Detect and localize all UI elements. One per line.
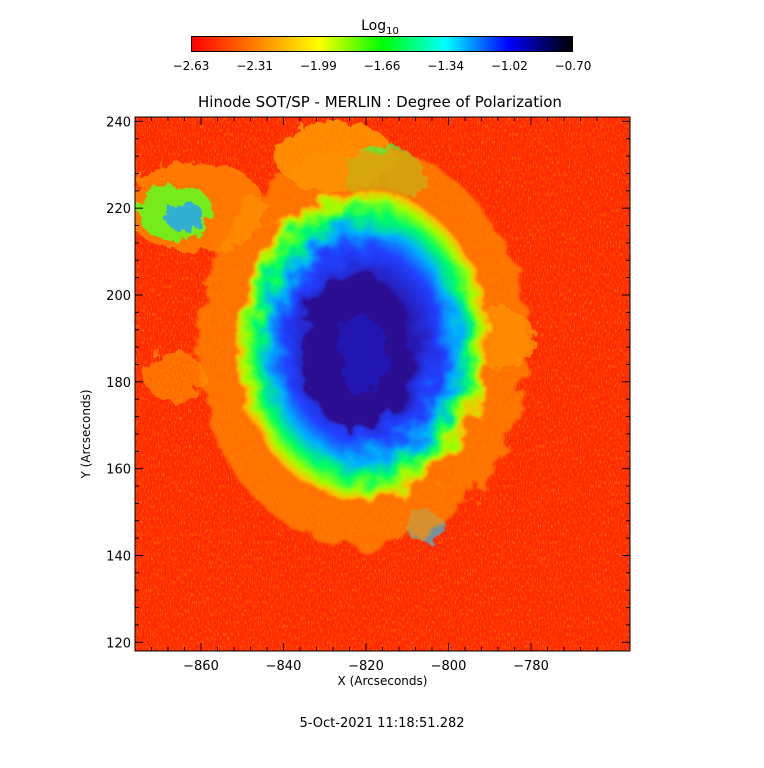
colorbar-tick-label: −1.34 <box>427 59 464 73</box>
colorbar-tick-label: −1.66 <box>364 59 401 73</box>
x-axis-label: X (Arcseconds) <box>337 674 428 688</box>
colorbar-tick-label: −1.99 <box>300 59 337 73</box>
colorbar-title: Log10 <box>340 18 420 37</box>
y-axis-label: Y (Arcseconds) <box>79 389 93 479</box>
colorbar-title-subscript: 10 <box>386 25 399 37</box>
colorbar-tick-label: −2.63 <box>173 59 210 73</box>
polarization-map-image <box>135 117 630 651</box>
y-tick-label: 140 <box>106 549 131 564</box>
polarization-map: −860 −840 −820 −800 −780 120 140 160 180 200 220 24… <box>106 115 631 674</box>
plot-frame: −860 −840 −820 −800 −780 120 140 160 180 200 220 24… <box>106 115 631 674</box>
axes-box <box>134 116 631 652</box>
y-tick-label: 160 <box>106 463 131 478</box>
colorbar-ticks: −2.63 −2.31 −1.99 −1.66 −1.34 −1.02 −0.70 <box>173 59 592 73</box>
colorbar-tick-label: −2.31 <box>236 59 273 73</box>
y-tick-label: 240 <box>106 115 131 130</box>
timestamp: 5-Oct-2021 11:18:51.282 <box>299 716 465 731</box>
y-tick-label: 220 <box>106 202 131 217</box>
x-tick-label: −860 <box>183 659 219 674</box>
y-tick-label: 200 <box>106 289 131 304</box>
plot-title: Hinode SOT/SP - MERLIN : Degree of Polar… <box>198 93 562 111</box>
colorbar <box>191 36 573 52</box>
y-tick-label: 180 <box>106 376 131 391</box>
colorbar-tick-label: −0.70 <box>555 59 592 73</box>
colorbar-title-text: Log <box>361 18 387 34</box>
sunspot <box>198 147 528 547</box>
y-tick-label: 120 <box>106 636 131 651</box>
colorbar-tick-label: −1.02 <box>491 59 528 73</box>
x-tick-label: −840 <box>266 659 302 674</box>
x-tick-label: −800 <box>431 659 467 674</box>
x-tick-label: −780 <box>513 659 549 674</box>
x-tick-label: −820 <box>348 659 384 674</box>
